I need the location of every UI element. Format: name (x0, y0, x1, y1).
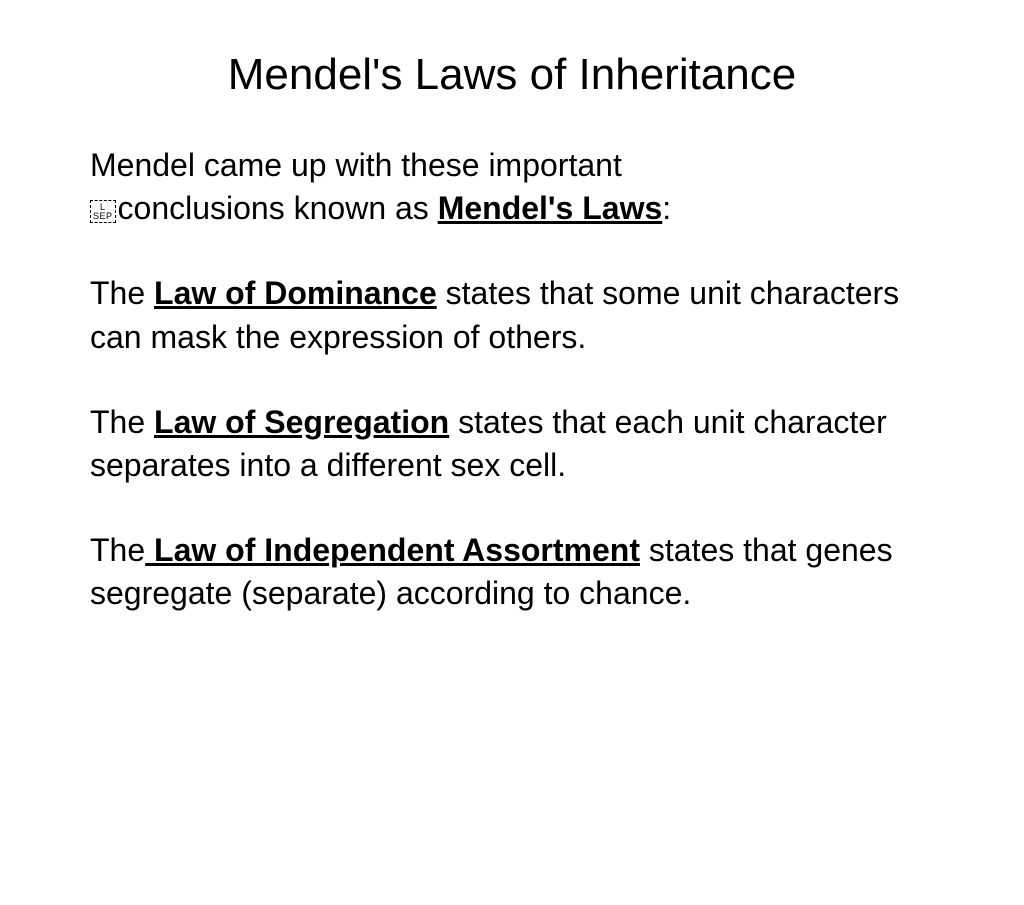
law-dominance: The Law of Dominance states that some un… (90, 272, 934, 358)
intro-line2-suffix: : (662, 190, 671, 226)
intro-line1: Mendel came up with these important (90, 147, 622, 183)
law3-prefix: The (90, 532, 145, 568)
law1-prefix: The (90, 275, 154, 311)
law2-bold: Law of Segregation (154, 404, 449, 440)
intro-paragraph: Mendel came up with these important LSEP… (90, 144, 934, 230)
sep-glyph: LSEP (90, 200, 116, 223)
page-title: Mendel's Laws of Inheritance (90, 50, 934, 100)
law1-bold: Law of Dominance (154, 275, 437, 311)
law-independent-assortment: The Law of Independent Assortment states… (90, 529, 934, 615)
law2-prefix: The (90, 404, 154, 440)
intro-bold: Mendel's Laws (438, 190, 663, 226)
law-segregation: The Law of Segregation states that each … (90, 401, 934, 487)
law3-bold: Law of Independent Assortment (145, 532, 640, 568)
intro-line2-prefix: conclusions known as (118, 190, 438, 226)
